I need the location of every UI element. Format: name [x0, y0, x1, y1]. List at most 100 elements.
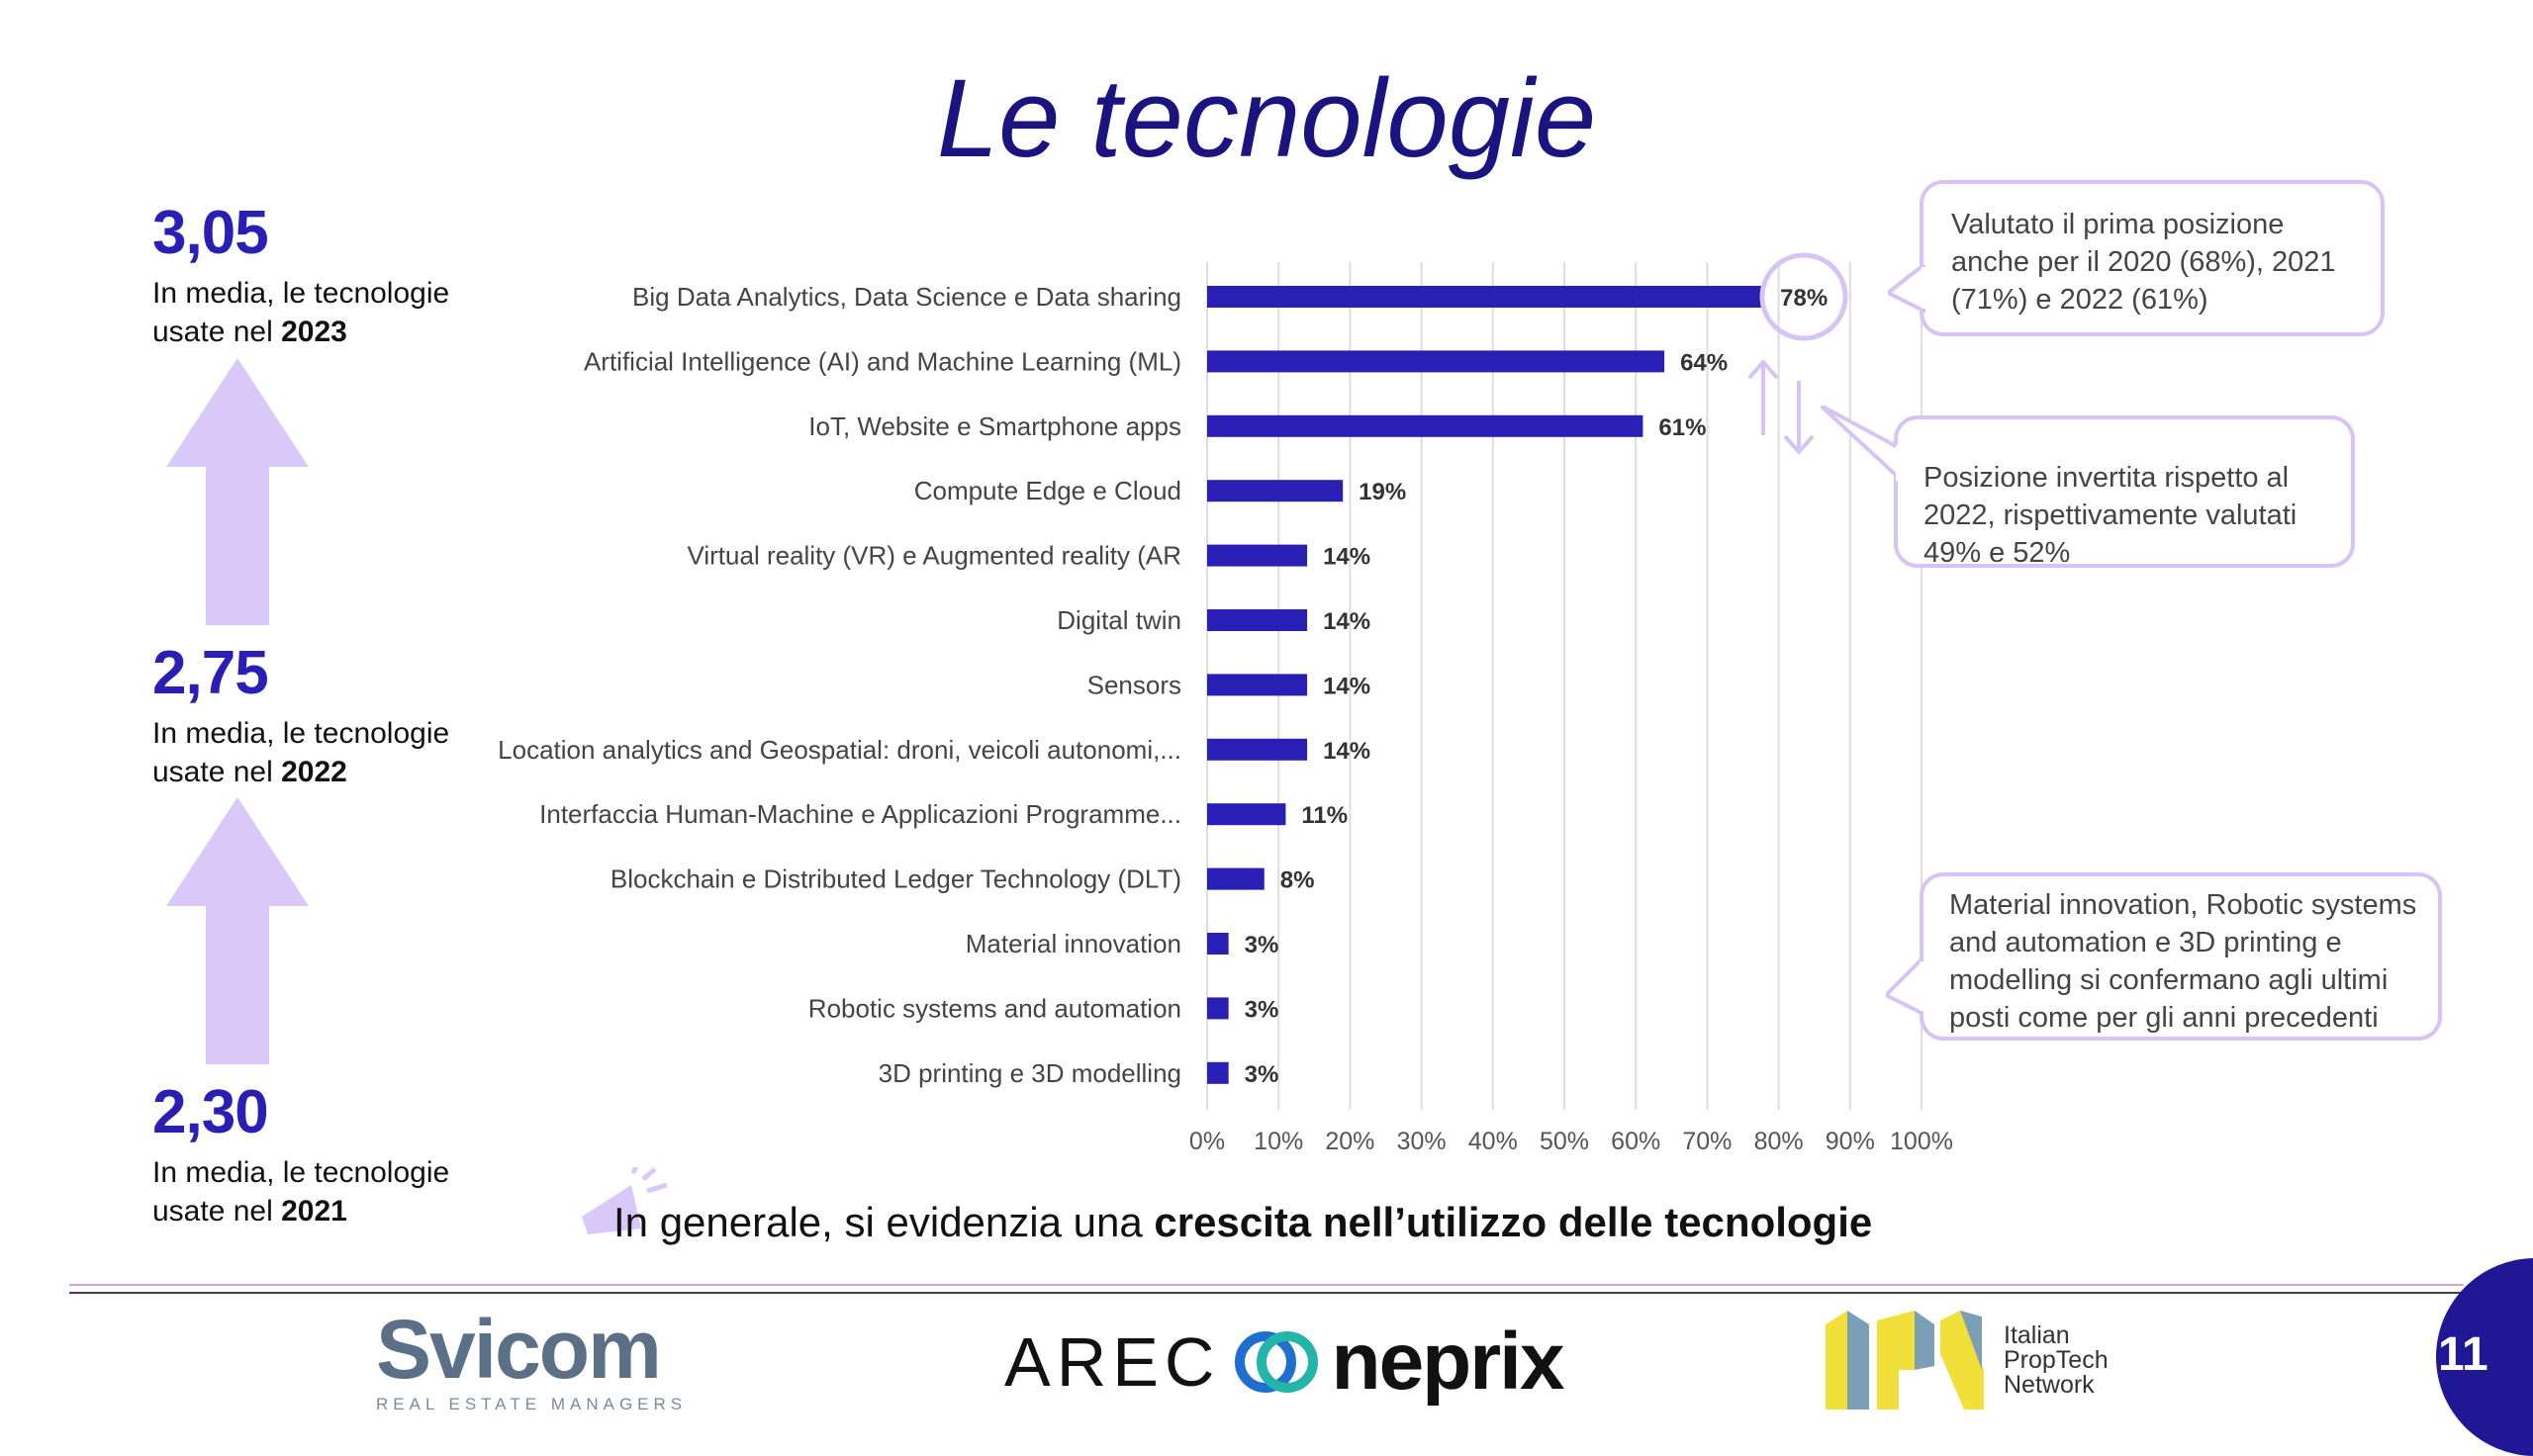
stat-year: 2022: [281, 756, 347, 788]
x-tick-label: 50%: [1540, 1128, 1589, 1155]
value-label: 3%: [1245, 1061, 1279, 1088]
ipn-logo: Italian PropTech Network: [1826, 1311, 2109, 1410]
x-tick-labels: 0% 10% 20% 30% 40% 50% 60% 70% 80% 90% 100%: [1189, 1128, 1953, 1155]
value-label: 3%: [1245, 932, 1279, 958]
category-label: Compute Edge e Cloud: [914, 476, 1181, 505]
neprix-logo-text: neprix: [1331, 1317, 1564, 1407]
stat-description: In media, le tecnologie usate nel 2021: [152, 1153, 449, 1230]
stat-value: 3,05: [152, 199, 269, 267]
value-label: 19%: [1359, 479, 1406, 505]
conclusion-prefix: In generale, si evidenzia una: [613, 1199, 1155, 1245]
ipn-word: Italian: [2004, 1320, 2070, 1349]
bar: [1207, 350, 1665, 373]
bar: [1207, 1061, 1229, 1084]
ipn-logo-text: Italian PropTech Network: [2004, 1320, 2109, 1399]
bar: [1207, 738, 1308, 761]
neprix-swirl-icon: [1235, 1331, 1319, 1393]
arec-neprix-logo: AREC neprix: [1004, 1316, 1565, 1409]
bar: [1207, 480, 1344, 502]
category-label: Artificial Intelligence (AI) and Machine…: [584, 346, 1181, 376]
category-label: Material innovation: [966, 929, 1181, 958]
bar: [1207, 609, 1308, 631]
x-tick-label: 80%: [1754, 1128, 1804, 1155]
stat-line2: usate nel: [152, 316, 282, 348]
bar: [1207, 544, 1308, 567]
stat-year: 2023: [281, 316, 347, 348]
callout-pointer: [1886, 959, 1925, 1015]
value-label: 14%: [1323, 608, 1370, 635]
svicom-logo-text: Svicom: [376, 1303, 662, 1396]
category-label: Blockchain e Distributed Ledger Technolo…: [610, 864, 1181, 894]
highlight-circle-icon: [1759, 252, 1848, 341]
stat-description: In media, le tecnologie usate nel 2023: [152, 274, 449, 351]
x-tick-label: 60%: [1611, 1128, 1660, 1155]
category-label: IoT, Website e Smartphone apps: [808, 411, 1181, 441]
callout-top: Valutato il prima posizione anche per il…: [1920, 180, 2385, 336]
callout-text: Valutato il prima posizione anche per il…: [1951, 209, 2336, 316]
chart-bars: [1207, 286, 1765, 1084]
page-number: 11: [2438, 1328, 2488, 1381]
ipn-word: Network: [2004, 1370, 2095, 1399]
chart-annotations: [1747, 252, 1848, 456]
chart-grid: [1206, 262, 1923, 1110]
category-label: Digital twin: [1057, 605, 1181, 635]
x-tick-label: 10%: [1254, 1128, 1303, 1155]
category-labels: Big Data Analytics, Data Science e Data …: [498, 282, 1181, 1088]
arec-logo-text: AREC: [1004, 1323, 1221, 1401]
conclusion-text: In generale, si evidenzia una crescita n…: [613, 1199, 1872, 1246]
stat-line1: In media, le tecnologie: [152, 1156, 450, 1189]
ipn-word: PropTech: [2004, 1345, 2109, 1374]
bar: [1207, 286, 1765, 308]
stat-2021: 2,30 In media, le tecnologie usate nel 2…: [152, 1082, 449, 1230]
callout-middle: Posizione invertita rispetto al 2022, ri…: [1894, 415, 2355, 569]
value-label: 11%: [1301, 802, 1348, 829]
x-tick-label: 70%: [1682, 1128, 1732, 1155]
x-tick-label: 20%: [1325, 1128, 1374, 1155]
stat-line1: In media, le tecnologie: [152, 717, 450, 750]
bar: [1207, 867, 1265, 890]
bar: [1207, 803, 1286, 826]
bar: [1207, 414, 1643, 437]
value-label: 3%: [1245, 996, 1279, 1023]
category-label: Sensors: [1087, 670, 1181, 699]
value-label: 14%: [1323, 544, 1370, 571]
ipn-logo-icon: [1826, 1311, 1984, 1410]
up-arrow-icon: [166, 358, 309, 625]
x-tick-label: 100%: [1890, 1128, 1953, 1155]
category-label: Virtual reality (VR) e Augmented reality…: [688, 541, 1182, 571]
swap-arrows-icon: [1747, 358, 1815, 456]
category-label: Interfaccia Human-Machine e Applicazioni…: [539, 799, 1181, 829]
stat-2022: 2,75 In media, le tecnologie usate nel 2…: [152, 643, 449, 791]
callout-pointer: [1821, 406, 1902, 482]
footer-divider: [69, 1284, 2464, 1286]
value-labels: 78% 64% 61% 19% 14% 14% 14% 14% 11% 8% 3% 3% 3%: [1245, 285, 1829, 1088]
conclusion-highlight: crescita nell’utilizzo delle tecnologie: [1154, 1199, 1873, 1245]
stat-year: 2021: [281, 1195, 347, 1228]
callout-bottom: Material innovation, Robotic systems and…: [1920, 872, 2442, 1041]
callout-text: Posizione invertita rispetto al 2022, ri…: [1923, 462, 2298, 569]
value-label: 8%: [1280, 867, 1315, 894]
category-label: Location analytics and Geospatial: droni…: [498, 735, 1181, 765]
svicom-logo-subtitle: REAL ESTATE MANAGERS: [376, 1395, 688, 1413]
category-label: 3D printing e 3D modelling: [879, 1058, 1181, 1088]
svicom-logo: Svicom REAL ESTATE MANAGERS: [376, 1308, 687, 1414]
x-tick-label: 90%: [1826, 1128, 1875, 1155]
callout-pointer: [1888, 265, 1927, 315]
category-label: Big Data Analytics, Data Science e Data …: [632, 282, 1181, 312]
page-title: Le tecnologie: [936, 56, 1597, 180]
stat-value: 2,75: [152, 639, 269, 707]
stat-line1: In media, le tecnologie: [152, 277, 450, 310]
footer-divider: [69, 1292, 2464, 1294]
stat-description: In media, le tecnologie usate nel 2022: [152, 714, 449, 791]
value-label: 78%: [1780, 285, 1828, 312]
category-label: Robotic systems and automation: [808, 993, 1181, 1023]
bar: [1207, 674, 1308, 696]
megaphone-icon: [582, 1167, 668, 1234]
value-label: 61%: [1658, 414, 1706, 441]
bar: [1207, 997, 1229, 1020]
stat-line2: usate nel: [152, 1195, 282, 1228]
value-label: 14%: [1323, 738, 1370, 765]
value-label: 64%: [1680, 349, 1728, 376]
x-tick-label: 30%: [1397, 1128, 1447, 1155]
stat-line2: usate nel: [152, 756, 282, 788]
